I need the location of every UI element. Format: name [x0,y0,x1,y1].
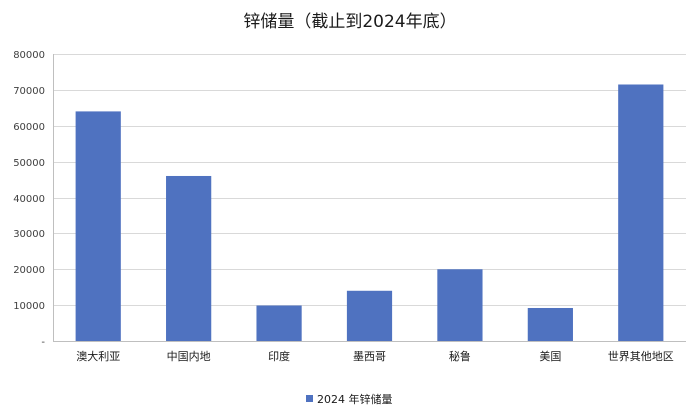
y-tick-label: 40000 [13,194,45,205]
bar [75,111,121,342]
legend-swatch [306,395,313,402]
bar [527,307,573,341]
y-tick-label: 80000 [13,50,45,61]
bar [166,175,212,341]
x-tick-label: 世界其他地区 [608,350,674,363]
x-tick-label: 中国内地 [167,349,211,363]
x-tick-label: 印度 [268,349,290,363]
y-tick-label: 60000 [13,122,45,133]
y-tick-label: 50000 [13,158,45,169]
bar [437,269,483,341]
y-tick-label: - [41,337,45,348]
legend: 2024 年锌储量 [306,392,393,406]
x-axis: 澳大利亚 中国内地 印度 墨西哥 秘鲁 美国 世界其他地区 [53,54,686,363]
y-axis-ticks: - 10000 20000 30000 40000 50000 60000 70000 8000… [13,50,45,348]
bar [346,290,393,341]
bar [618,84,664,342]
bar [256,305,302,341]
legend-label: 2024 年锌储量 [317,392,393,406]
x-tick-label: 秘鲁 [449,349,471,363]
y-tick-label: 10000 [13,301,45,312]
gridlines [53,54,686,306]
x-tick-label: 墨西哥 [353,350,386,363]
bars [75,84,664,342]
y-tick-label: 70000 [13,86,45,97]
x-tick-label: 澳大利亚 [76,349,120,363]
x-tick-label: 美国 [539,350,561,363]
y-tick-label: 20000 [13,265,45,276]
y-tick-label: 30000 [13,229,45,240]
chart-title: 锌储量（截止到2024年底） [243,12,456,32]
